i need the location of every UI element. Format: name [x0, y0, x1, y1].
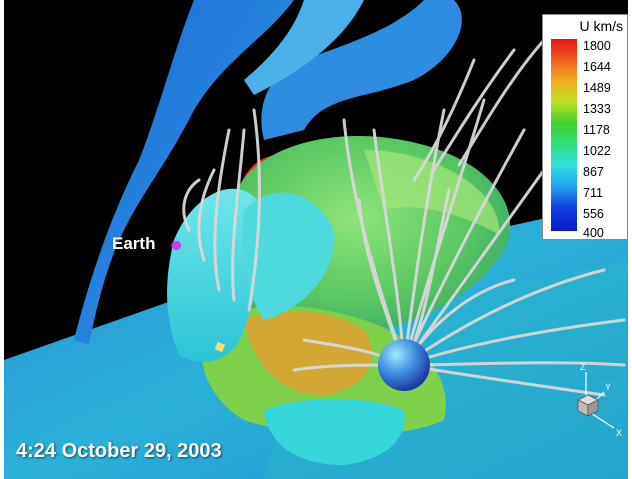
earth-label: Earth — [112, 234, 156, 253]
cme-simulation-scene — [4, 0, 628, 479]
axis-z-label: Z — [580, 362, 586, 372]
legend-tick: 1022 — [583, 144, 611, 158]
legend-tick: 1489 — [583, 81, 611, 95]
legend-tick: 867 — [583, 165, 604, 179]
axis-triad-icon: Z Y X — [577, 362, 622, 438]
earth-marker — [172, 241, 181, 250]
axis-x-label: X — [616, 428, 622, 438]
legend-tick: 400 — [583, 226, 604, 240]
timestamp-label: 4:24 October 29, 2003 — [16, 440, 222, 462]
velocity-color-legend: U km/s 1800 1644 1489 1333 1178 1022 867… — [542, 14, 628, 240]
visualization-frame: Earth 4:24 October 29, 2003 U km/s 1800 … — [4, 0, 628, 479]
legend-tick: 1644 — [583, 60, 611, 74]
axis-y-label: Y — [605, 382, 611, 392]
color-scale-bar — [551, 39, 577, 231]
legend-tick: 1333 — [583, 102, 611, 116]
legend-title: U km/s — [579, 18, 623, 34]
legend-tick: 556 — [583, 207, 604, 221]
legend-tick: 1178 — [583, 123, 610, 137]
legend-tick: 711 — [583, 186, 603, 200]
legend-tick: 1800 — [583, 39, 611, 53]
